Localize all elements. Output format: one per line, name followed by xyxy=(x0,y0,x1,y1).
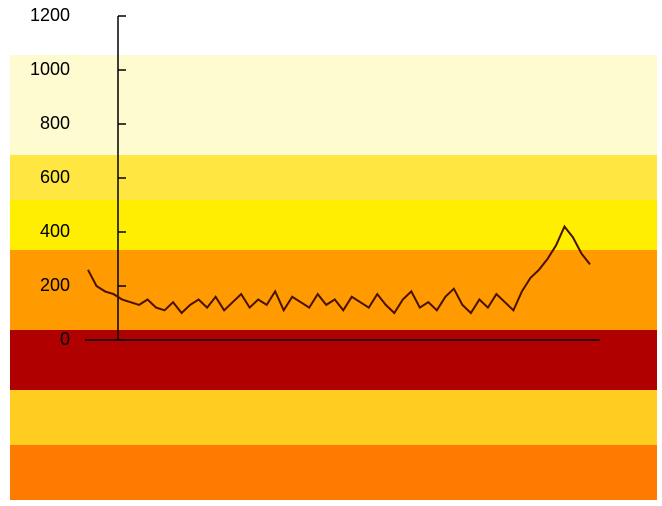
y-tick-label: 600 xyxy=(40,167,70,187)
background-bands xyxy=(10,55,657,500)
band xyxy=(10,390,657,445)
band xyxy=(10,55,657,155)
band xyxy=(10,250,657,330)
band xyxy=(10,155,657,200)
y-tick-label: 1200 xyxy=(30,5,70,25)
band xyxy=(10,445,657,500)
y-tick-label: 1000 xyxy=(30,59,70,79)
y-tick-label: 800 xyxy=(40,113,70,133)
data-line xyxy=(87,224,591,315)
y-tick-label: 200 xyxy=(40,275,70,295)
y-tick-label: 0 xyxy=(60,329,70,349)
band xyxy=(10,200,657,250)
band xyxy=(10,330,657,390)
y-tick-label: 400 xyxy=(40,221,70,241)
